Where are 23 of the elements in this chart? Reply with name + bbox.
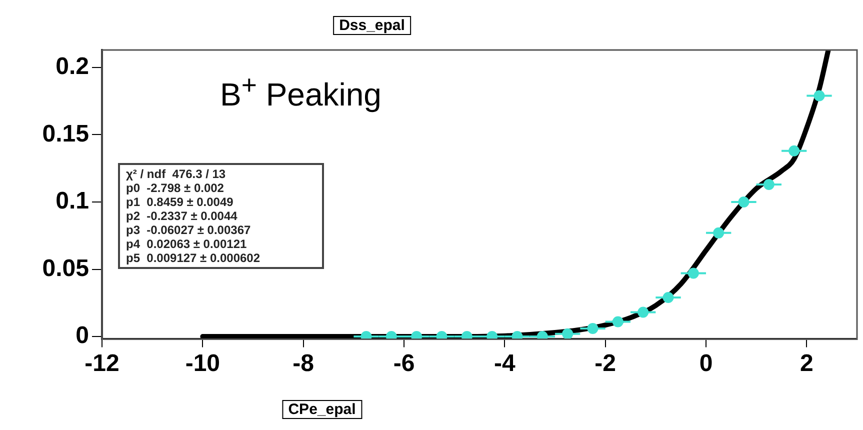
annotation: p0 -2.798 ± 0.002	[126, 181, 225, 195]
y-tick-label: 0.15	[42, 120, 89, 148]
x-tick-label: -2	[594, 350, 616, 378]
y-tick-label: 0.2	[56, 53, 89, 80]
x-tick-label: -12	[84, 350, 120, 378]
x-tick-label: 2	[800, 350, 814, 378]
x-tick-label: -4	[494, 350, 516, 378]
y-tick-label: 0.1	[56, 188, 89, 215]
x-tick-label: -6	[393, 350, 415, 378]
annotation: B$^{+}$ Peaking	[220, 70, 382, 114]
annotation: p5 0.009127 ± 0.000602	[126, 251, 262, 265]
chart-title: Dss_epal	[333, 16, 411, 35]
x-tick-label: -10	[185, 350, 220, 378]
x-axis-title: CPe_epal	[282, 400, 362, 419]
annotation: p1 0.8459 ± 0.0049	[126, 195, 234, 209]
x-tick-label: -8	[292, 350, 314, 378]
annotation: p3 -0.06027 ± 0.00367	[126, 223, 252, 237]
y-tick-label: 0	[76, 322, 89, 350]
annotation: p2 -0.2337 ± 0.0044	[126, 209, 238, 223]
annotation: p4 0.02063 ± 0.00121	[126, 237, 248, 251]
y-tick-label: 0.05	[42, 254, 89, 282]
annotation: χ² / ndf 476.3 / 13	[126, 167, 227, 181]
x-tick-label: 0	[699, 350, 713, 378]
